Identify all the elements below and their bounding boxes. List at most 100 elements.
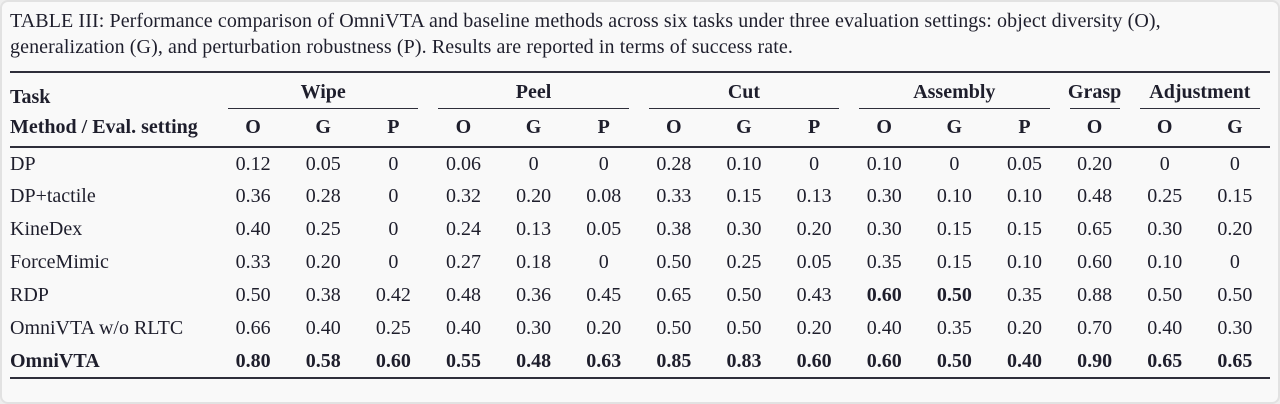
eval-setting-column-header: P [568, 109, 639, 148]
value-cell: 0.10 [1006, 251, 1042, 273]
method-cell: KineDex [10, 218, 83, 240]
value-cell: 0.90 [1059, 345, 1130, 379]
method-cell: DP+tactile [10, 185, 96, 207]
value-cell: 0.20 [516, 185, 552, 207]
task-group-label: Adjustment [1149, 81, 1251, 103]
value-cell: 0.05 [1006, 152, 1042, 175]
value-cell: 0.10 [1006, 185, 1042, 207]
group-underline-rule [859, 108, 1050, 109]
table-row: KineDex 0.40 0.25 0 0.24 0.13 0.05 0.38 0.30 0.20… [10, 213, 1270, 246]
eval-setting-column-header: O [1129, 109, 1200, 148]
eval-setting-column-header: G [498, 109, 569, 148]
value-cell: 0.36 [235, 185, 271, 207]
eval-setting-column-header: P [989, 109, 1060, 148]
value-cell: 0.40 [866, 317, 902, 339]
method-cell: RDP [10, 284, 49, 306]
group-underline-rule [1139, 108, 1260, 109]
value-cell: 0.66 [235, 317, 271, 339]
table-body: DP 0.12 0.05 0 0.06 0 0 0.28 0.10 0 0.10 0 0.05 0.20 0… [10, 147, 1270, 379]
value-cell: 0.85 [638, 345, 709, 379]
value-cell: 0.33 [656, 185, 692, 207]
value-cell: 0.20 [1077, 152, 1113, 175]
eval-setting-column-header: O [849, 109, 920, 148]
value-cell: 0.32 [445, 185, 481, 207]
value-cell: 0.58 [288, 345, 359, 379]
value-cell: 0.20 [1006, 317, 1042, 339]
value-cell: 0.42 [375, 284, 411, 306]
value-cell: 0 [1229, 152, 1240, 175]
value-cell: 0.36 [516, 284, 552, 306]
eval-setting-column-header: P [779, 109, 850, 148]
value-cell: 0.50 [1147, 284, 1183, 306]
value-cell: 0.25 [305, 218, 341, 240]
value-cell: 0.30 [1147, 218, 1183, 240]
value-cell: 0.50 [936, 284, 972, 306]
group-underline-rule [648, 108, 840, 109]
value-cell: 0.13 [796, 185, 832, 207]
eval-setting-header-row: Method / Eval. setting O G P O G P O G P O G P O O G [10, 109, 1270, 148]
value-cell: 0.65 [1199, 345, 1270, 379]
value-cell: 0.10 [866, 152, 902, 175]
table-row: DP 0.12 0.05 0 0.06 0 0 0.28 0.10 0 0.10 0 0.05 0.20 0… [10, 147, 1270, 180]
value-cell: 0.65 [1129, 345, 1200, 379]
value-cell: 0.25 [726, 251, 762, 273]
value-cell: 0.40 [989, 345, 1060, 379]
task-group-label: Assembly [913, 81, 996, 103]
table-header: Task Wipe Peel Cut Assembly Grasp Adjustment Me… [10, 72, 1270, 148]
value-cell: 0.60 [1077, 251, 1113, 273]
eval-setting-column-header: O [428, 109, 499, 148]
value-cell: 0.20 [796, 218, 832, 240]
value-cell: 0.27 [445, 251, 481, 273]
value-cell: 0.35 [1006, 284, 1042, 306]
value-cell: 0.30 [866, 185, 902, 207]
value-cell: 0.50 [235, 284, 271, 306]
value-cell: 0.45 [586, 284, 622, 306]
value-cell: 0.10 [726, 152, 762, 175]
method-cell: OmniVTA [10, 345, 218, 379]
table-row: DP+tactile 0.36 0.28 0 0.32 0.20 0.08 0.33 0.15 0… [10, 180, 1270, 213]
value-cell: 0 [598, 152, 609, 175]
value-cell: 0 [809, 152, 820, 175]
results-table: Task Wipe Peel Cut Assembly Grasp Adjustment Me… [10, 71, 1270, 379]
value-cell: 0.30 [1217, 317, 1253, 339]
value-cell: 0.50 [1217, 284, 1253, 306]
value-cell: 0.10 [936, 185, 972, 207]
value-cell: 0.20 [1217, 218, 1253, 240]
eval-setting-column-header: G [708, 109, 779, 148]
value-cell: 0.38 [305, 284, 341, 306]
value-cell: 0.88 [1077, 284, 1113, 306]
task-group-label: Grasp [1067, 81, 1122, 103]
value-cell: 0.05 [796, 251, 832, 273]
table-row: OmniVTA 0.80 0.58 0.60 0.55 0.48 0.63 0.85 0.83 0… [10, 345, 1270, 379]
value-cell: 0.05 [305, 152, 341, 175]
task-group-label: Peel [515, 81, 552, 103]
eval-setting-column-header: O [638, 109, 709, 148]
eval-setting-column-header: G [919, 109, 990, 148]
table-row: RDP 0.50 0.38 0.42 0.48 0.36 0.45 0.65 0.50 0.43 0… [10, 279, 1270, 312]
value-cell: 0.60 [849, 345, 920, 379]
value-cell: 0 [528, 152, 539, 175]
value-cell: 0.20 [586, 317, 622, 339]
value-cell: 0 [388, 251, 399, 273]
method-eval-setting-header: Method / Eval. setting [10, 109, 218, 148]
task-header-row: Task Wipe Peel Cut Assembly Grasp Adjustment [10, 72, 1270, 109]
table-row: OmniVTA w/o RLTC 0.66 0.40 0.25 0.40 0.30 0.20… [10, 312, 1270, 345]
value-cell: 0.25 [1147, 185, 1183, 207]
value-cell: 0.43 [796, 284, 832, 306]
value-cell: 0.15 [936, 251, 972, 273]
value-cell: 0.65 [1077, 218, 1113, 240]
value-cell: 0.30 [726, 218, 762, 240]
value-cell: 0.40 [445, 317, 481, 339]
value-cell: 0.50 [919, 345, 990, 379]
task-corner-header: Task [10, 86, 51, 108]
value-cell: 0.60 [779, 345, 850, 379]
value-cell: 0.10 [1147, 251, 1183, 273]
eval-setting-column-header: G [288, 109, 359, 148]
method-cell: OmniVTA w/o RLTC [10, 317, 184, 339]
value-cell: 0 [1229, 251, 1240, 273]
value-cell: 0.05 [586, 218, 622, 240]
value-cell: 0.28 [305, 185, 341, 207]
value-cell: 0.50 [726, 284, 762, 306]
eval-setting-column-header: G [1199, 109, 1270, 148]
